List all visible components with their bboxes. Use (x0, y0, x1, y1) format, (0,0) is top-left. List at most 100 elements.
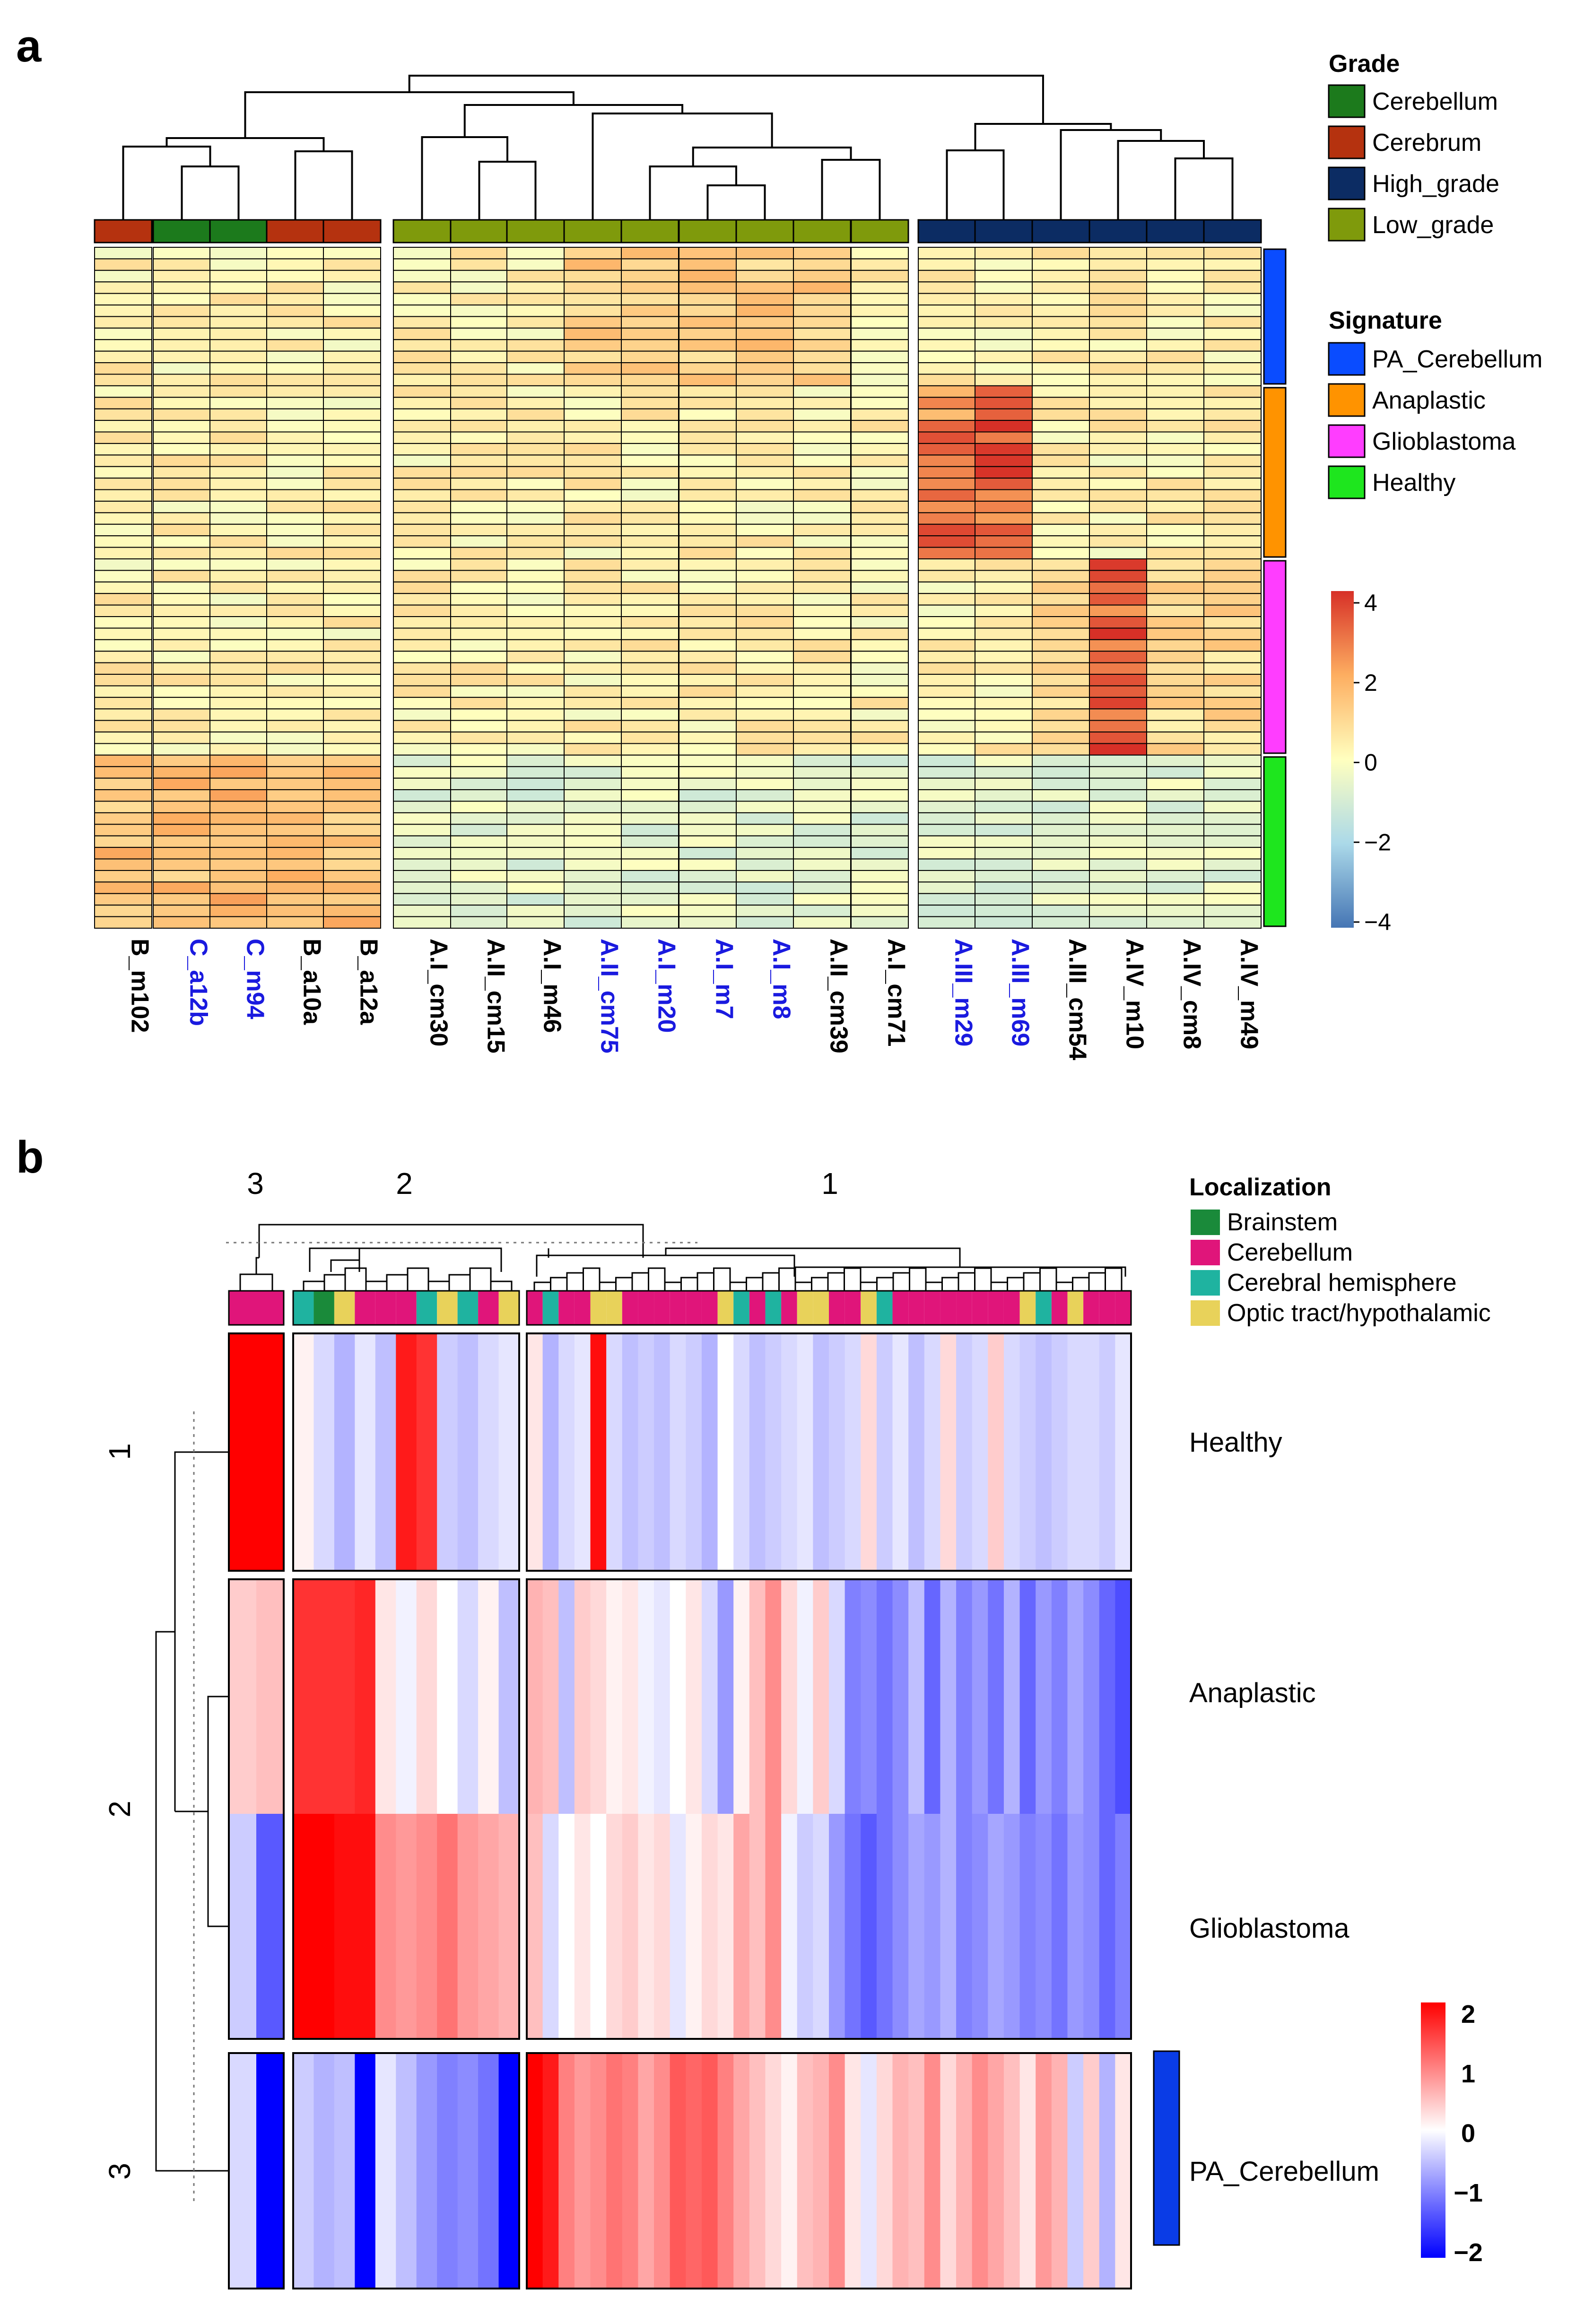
heatmap-cell (1051, 1579, 1068, 1814)
heatmap-cell (266, 270, 324, 283)
heatmap-cell (393, 777, 451, 791)
heatmap-cell (94, 443, 152, 456)
heatmap-cell (450, 247, 508, 260)
heatmap-cell (558, 1579, 575, 1814)
heatmap-cell (975, 316, 1033, 329)
heatmap-cell (450, 685, 508, 698)
dendrogram-branch (122, 146, 211, 220)
heatmap-cell (94, 731, 152, 744)
heatmap-cell (94, 558, 152, 571)
heatmap-cell (1203, 581, 1262, 594)
heatmap-cell (266, 777, 324, 791)
heatmap-cell (1032, 801, 1090, 813)
heatmap-cell (266, 720, 324, 733)
heatmap-cell (793, 881, 851, 894)
heatmap-cell (679, 247, 737, 260)
heatmap-cell (1203, 812, 1262, 825)
heatmap-cell (1089, 500, 1147, 514)
heatmap-cell (918, 374, 976, 386)
heatmap-cell (621, 662, 679, 675)
heatmap-cell (209, 454, 268, 467)
heatmap-cell (153, 281, 211, 294)
grade-cell (94, 219, 153, 244)
column-label: B_a10a (298, 939, 326, 1025)
heatmap-cell (1203, 293, 1262, 306)
heatmap-cell (564, 431, 622, 444)
heatmap-cell (621, 604, 679, 618)
heatmap-cell (975, 801, 1033, 813)
heatmap-cell (851, 720, 909, 733)
heatmap-cell (1032, 270, 1090, 283)
heatmap-cell (506, 743, 565, 756)
heatmap-cell (679, 616, 737, 629)
heatmap-cell (506, 766, 565, 779)
heatmap-cell (621, 316, 679, 329)
heatmap-cell (1089, 558, 1147, 571)
heatmap-cell (829, 2053, 845, 2289)
heatmap-cell (670, 1814, 686, 2039)
heatmap-cell (323, 258, 381, 271)
heatmap-cell (679, 881, 737, 894)
heatmap-cell (506, 570, 565, 583)
heatmap-cell (266, 743, 324, 756)
heatmap-cell (396, 1579, 417, 1814)
heatmap-cell (1032, 443, 1090, 456)
heatmap-cell (323, 466, 381, 479)
localization-legend-item: Cerebellum (1227, 1239, 1353, 1266)
heatmap-cell (622, 1579, 639, 1814)
dendrogram-branch (330, 1259, 360, 1272)
column-label: A.III_cm54 (1064, 939, 1091, 1060)
heatmap-cell (793, 478, 851, 490)
heatmap-cell (323, 696, 381, 710)
scale-tick-label: −1 (1454, 2179, 1483, 2207)
dendrogram-branch (566, 1272, 584, 1291)
heatmap-cell (793, 731, 851, 744)
column-label: A.IV_cm8 (1178, 939, 1206, 1049)
localization-cell (313, 1291, 334, 1325)
heatmap-cell (393, 385, 451, 398)
heatmap-cell (506, 443, 565, 456)
heatmap-cell (1089, 466, 1147, 479)
dendrogram-branch (583, 1267, 601, 1291)
localization-cell (701, 1291, 718, 1325)
heatmap-cell (564, 512, 622, 525)
heatmap-cell (975, 385, 1033, 398)
grade-cell (563, 219, 622, 244)
heatmap-cell (1146, 616, 1204, 629)
heatmap-cell (1203, 489, 1262, 502)
heatmap-cell (506, 639, 565, 652)
heatmap-cell (564, 651, 622, 663)
heatmap-cell (736, 777, 794, 791)
heatmap-cell (153, 397, 211, 409)
heatmap-cell (209, 593, 268, 606)
heatmap-cell (498, 1814, 520, 2039)
grade-cell (152, 219, 211, 244)
heatmap-cell (679, 408, 737, 421)
heatmap-cell (621, 696, 679, 710)
heatmap-cell (153, 835, 211, 848)
heatmap-cell (153, 754, 211, 767)
localization-cell (416, 1291, 437, 1325)
heatmap-cell (1203, 408, 1262, 421)
dendrogram-branch (550, 1277, 568, 1291)
heatmap-cell (679, 258, 737, 271)
grade-swatch (1328, 84, 1366, 118)
heatmap-cell (736, 581, 794, 594)
heatmap-cell (918, 616, 976, 629)
heatmap-cell (506, 824, 565, 836)
heatmap-cell (1203, 858, 1262, 871)
heatmap-cell (1089, 281, 1147, 294)
heatmap-cell (1032, 731, 1090, 744)
heatmap-cell (1203, 720, 1262, 733)
grade-legend-item: Cerebellum (1372, 88, 1498, 115)
heatmap-cell (975, 881, 1033, 894)
heatmap-cell (1032, 454, 1090, 467)
grade-cell (917, 219, 976, 244)
heatmap-cell (972, 1814, 988, 2039)
heatmap-cell (153, 651, 211, 663)
localization-cell (606, 1291, 622, 1325)
heatmap-cell (94, 651, 152, 663)
heatmap-cell (94, 616, 152, 629)
heatmap-cell (564, 293, 622, 306)
heatmap-cell (736, 558, 794, 571)
